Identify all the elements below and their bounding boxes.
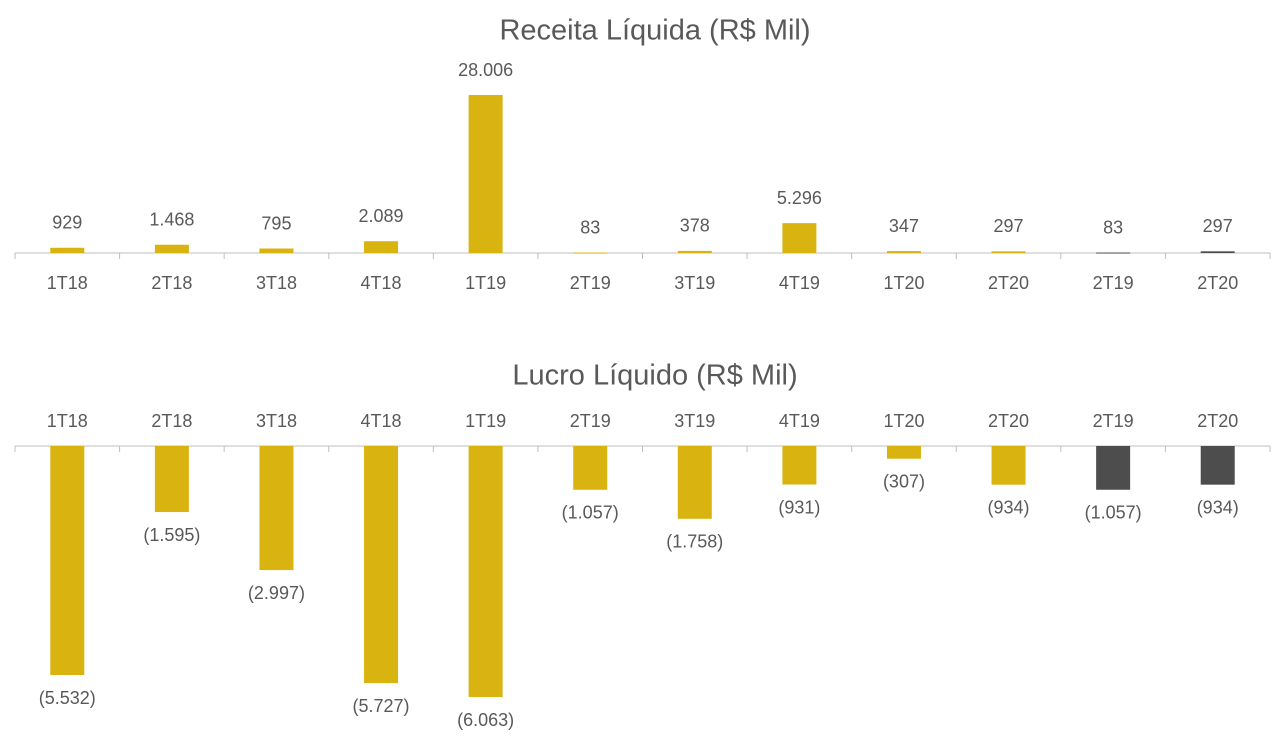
- value-label: 28.006: [458, 60, 513, 80]
- x-tick-label: 1T18: [47, 411, 88, 431]
- x-tick-label: 1T18: [47, 273, 88, 293]
- bar: [1096, 446, 1131, 490]
- value-label: 2.089: [359, 206, 404, 226]
- bar: [782, 223, 817, 253]
- bar: [154, 244, 189, 253]
- bar: [364, 241, 399, 253]
- bar: [991, 251, 1026, 253]
- x-tick-label: 2T20: [1197, 273, 1238, 293]
- x-tick-label: 3T18: [256, 273, 297, 293]
- value-label: (1.758): [666, 532, 723, 552]
- value-label: (934): [1197, 497, 1239, 517]
- bar: [1200, 446, 1235, 485]
- value-label: (931): [778, 497, 820, 517]
- value-label: 297: [994, 216, 1024, 236]
- value-label: 5.296: [777, 188, 822, 208]
- x-tick-label: 2T20: [988, 273, 1029, 293]
- bar: [1096, 252, 1131, 254]
- bar: [154, 446, 189, 513]
- x-tick-label: 2T18: [151, 273, 192, 293]
- bar: [364, 446, 399, 684]
- x-tick-label: 2T19: [570, 411, 611, 431]
- x-tick-label: 2T18: [151, 411, 192, 431]
- x-tick-label: 1T19: [465, 273, 506, 293]
- value-label: 297: [1203, 216, 1233, 236]
- value-label: 1.468: [149, 209, 194, 229]
- value-label: (5.727): [353, 696, 410, 716]
- value-label: (6.063): [457, 710, 514, 730]
- bar: [991, 446, 1026, 485]
- value-label: (1.595): [143, 525, 200, 545]
- x-tick-label: 3T19: [674, 411, 715, 431]
- value-label: (2.997): [248, 583, 305, 603]
- x-tick-label: 1T19: [465, 411, 506, 431]
- value-label: 83: [1103, 217, 1123, 237]
- x-tick-label: 2T19: [1093, 273, 1134, 293]
- bar: [468, 95, 503, 253]
- x-tick-label: 4T19: [779, 411, 820, 431]
- bar: [50, 446, 85, 676]
- x-tick-label: 2T19: [1093, 411, 1134, 431]
- bar: [50, 247, 85, 253]
- value-label: 83: [580, 217, 600, 237]
- bar: [573, 446, 608, 490]
- value-label: 347: [889, 216, 919, 236]
- bar: [259, 446, 294, 571]
- value-label: 795: [261, 213, 291, 233]
- x-tick-label: 3T19: [674, 273, 715, 293]
- value-label: (934): [988, 497, 1030, 517]
- x-tick-label: 4T18: [361, 411, 402, 431]
- x-tick-label: 4T18: [361, 273, 402, 293]
- bar: [782, 446, 817, 485]
- bar: [886, 251, 921, 253]
- bar: [468, 446, 503, 697]
- x-tick-label: 2T20: [988, 411, 1029, 431]
- bar: [573, 252, 608, 254]
- value-label: (1.057): [562, 503, 619, 523]
- value-label: 378: [680, 216, 710, 236]
- chart-title: Lucro Líquido (R$ Mil): [512, 360, 797, 392]
- bar: [1200, 251, 1235, 253]
- x-tick-label: 1T20: [883, 411, 924, 431]
- value-label: (5.532): [39, 688, 96, 708]
- x-tick-label: 1T20: [883, 273, 924, 293]
- value-label: (1.057): [1085, 503, 1142, 523]
- chart-title: Receita Líquida (R$ Mil): [499, 15, 810, 47]
- x-tick-label: 2T20: [1197, 411, 1238, 431]
- x-tick-label: 2T19: [570, 273, 611, 293]
- bar: [259, 248, 294, 253]
- bar: [677, 446, 712, 519]
- x-tick-label: 4T19: [779, 273, 820, 293]
- value-label: (307): [883, 471, 925, 491]
- value-label: 929: [52, 213, 82, 233]
- x-tick-label: 3T18: [256, 411, 297, 431]
- bar: [886, 446, 921, 459]
- bar: [677, 250, 712, 253]
